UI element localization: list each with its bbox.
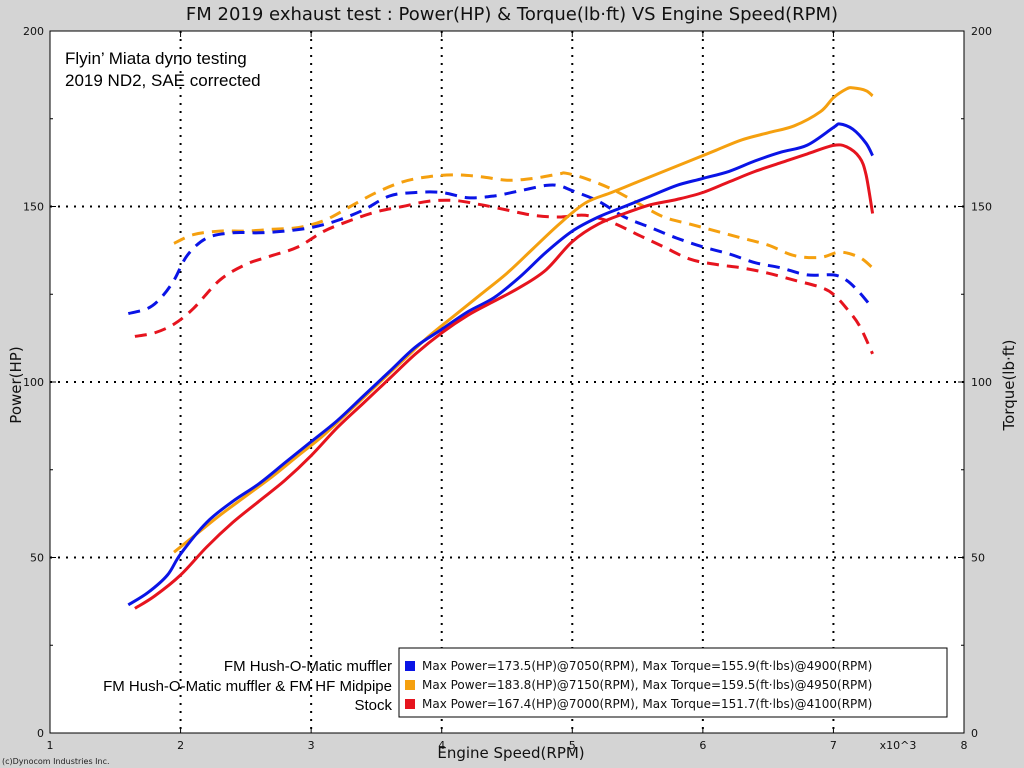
annotation-line-1: Flyin’ Miata dyno testing bbox=[65, 49, 247, 68]
y-tick-label-right-0: 0 bbox=[971, 727, 978, 740]
copyright-text: (c)Dynocom Industries Inc. bbox=[2, 757, 110, 766]
x-multiplier-label: x10^3 bbox=[880, 739, 917, 752]
x-axis-label: Engine Speed(RPM) bbox=[437, 744, 584, 762]
torque-line-series-0 bbox=[127, 183, 874, 316]
x-tick-label-5: 5 bbox=[569, 739, 576, 752]
legend-swatch-2 bbox=[405, 699, 415, 709]
x-tick-label-4: 4 bbox=[438, 739, 445, 752]
legend-name-2: Stock bbox=[354, 697, 392, 714]
y-tick-label-right-150: 150 bbox=[971, 201, 992, 214]
power-line-series-2 bbox=[134, 143, 875, 610]
y-tick-label-left-100: 100 bbox=[23, 376, 44, 389]
annotation-line-2: 2019 ND2, SAE corrected bbox=[65, 71, 261, 90]
x-tick-label-3: 3 bbox=[308, 739, 315, 752]
legend-swatch-1 bbox=[405, 680, 415, 690]
y-axis-right-label: Torque(lb·ft) bbox=[1000, 339, 1018, 431]
y-tick-label-left-50: 50 bbox=[30, 552, 44, 565]
legend-text-0: Max Power=173.5(HP)@7050(RPM), Max Torqu… bbox=[422, 659, 872, 673]
torque-line-series-1 bbox=[173, 171, 874, 270]
legend-text-2: Max Power=167.4(HP)@7000(RPM), Max Torqu… bbox=[422, 697, 872, 711]
x-tick-label-6: 6 bbox=[699, 739, 706, 752]
y-tick-label-right-200: 200 bbox=[971, 25, 992, 38]
y-tick-label-right-50: 50 bbox=[971, 552, 985, 565]
x-tick-label-2: 2 bbox=[177, 739, 184, 752]
x-tick-label-7: 7 bbox=[830, 739, 837, 752]
y-tick-label-left-200: 200 bbox=[23, 25, 44, 38]
y-tick-label-left-0: 0 bbox=[37, 727, 44, 740]
y-axis-left-label: Power(HP) bbox=[7, 346, 25, 423]
legend-box bbox=[398, 647, 948, 718]
torque-line-series-2 bbox=[134, 198, 874, 355]
legend-swatch-0 bbox=[405, 661, 415, 671]
legend-name-0: FM Hush-O-Matic muffler bbox=[224, 658, 392, 675]
y-tick-label-left-150: 150 bbox=[23, 201, 44, 214]
series-layer bbox=[127, 86, 875, 610]
x-tick-label-8: 8 bbox=[961, 739, 968, 752]
power-line-series-1 bbox=[173, 86, 874, 554]
legend-text-1: Max Power=183.8(HP)@7150(RPM), Max Torqu… bbox=[422, 678, 872, 692]
y-tick-label-right-100: 100 bbox=[971, 376, 992, 389]
chart-title: FM 2019 exhaust test : Power(HP) & Torqu… bbox=[185, 4, 839, 25]
legend: FM Hush-O-Matic muffler FM Hush-O-Matic … bbox=[103, 647, 948, 718]
power-line-series-0 bbox=[127, 122, 874, 607]
grid-layer bbox=[50, 31, 964, 733]
legend-name-1: FM Hush-O-Matic muffler & FM HF Midpipe bbox=[103, 678, 392, 695]
x-tick-label-1: 1 bbox=[47, 739, 54, 752]
